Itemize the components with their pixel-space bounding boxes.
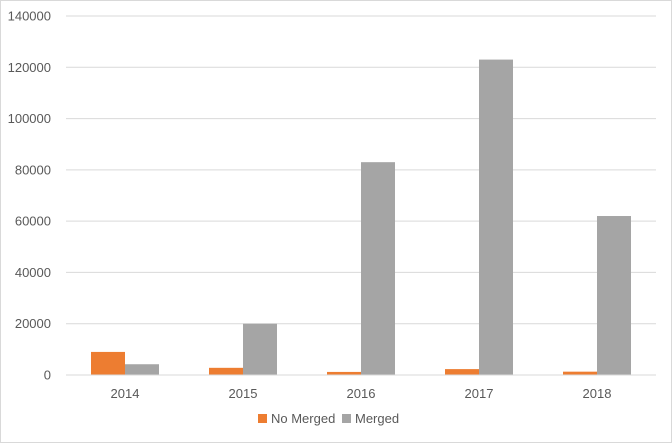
bar-no-merged-2014 xyxy=(91,351,125,375)
legend-label: No Merged xyxy=(271,411,335,426)
bar-merged-2017 xyxy=(479,59,513,375)
y-tick-label: 120000 xyxy=(8,60,51,75)
x-tick-label: 2015 xyxy=(229,386,258,401)
y-tick-label: 40000 xyxy=(15,265,51,280)
bar-merged-2016 xyxy=(361,162,395,375)
x-tick-label: 2017 xyxy=(465,386,494,401)
x-axis-tick-labels: 2014 2015 2016 2017 2018 xyxy=(111,386,612,401)
legend: No Merged Merged xyxy=(258,411,399,426)
legend-swatch xyxy=(258,414,267,423)
bar-no-merged-2017 xyxy=(445,369,479,375)
y-tick-label: 0 xyxy=(44,368,51,383)
bar-merged-2014 xyxy=(125,364,159,375)
legend-swatch xyxy=(342,414,351,423)
bar-no-merged-2016 xyxy=(327,371,361,375)
y-tick-label: 60000 xyxy=(15,214,51,229)
y-axis-tick-labels: 0 20000 40000 60000 80000 100000 120000 140000 xyxy=(8,9,51,383)
bar-no-merged-2015 xyxy=(209,367,243,375)
bar-no-merged-2018 xyxy=(563,371,597,375)
x-tick-label: 2018 xyxy=(583,386,612,401)
legend-label: Merged xyxy=(355,411,399,426)
y-tick-label: 80000 xyxy=(15,162,51,177)
x-tick-label: 2016 xyxy=(347,386,376,401)
y-tick-label: 100000 xyxy=(8,111,51,126)
y-tick-label: 20000 xyxy=(15,316,51,331)
bar-merged-2015 xyxy=(243,323,277,375)
bars xyxy=(91,59,631,375)
x-tick-label: 2014 xyxy=(111,386,140,401)
bar-merged-2018 xyxy=(597,216,631,375)
y-tick-label: 140000 xyxy=(8,9,51,24)
